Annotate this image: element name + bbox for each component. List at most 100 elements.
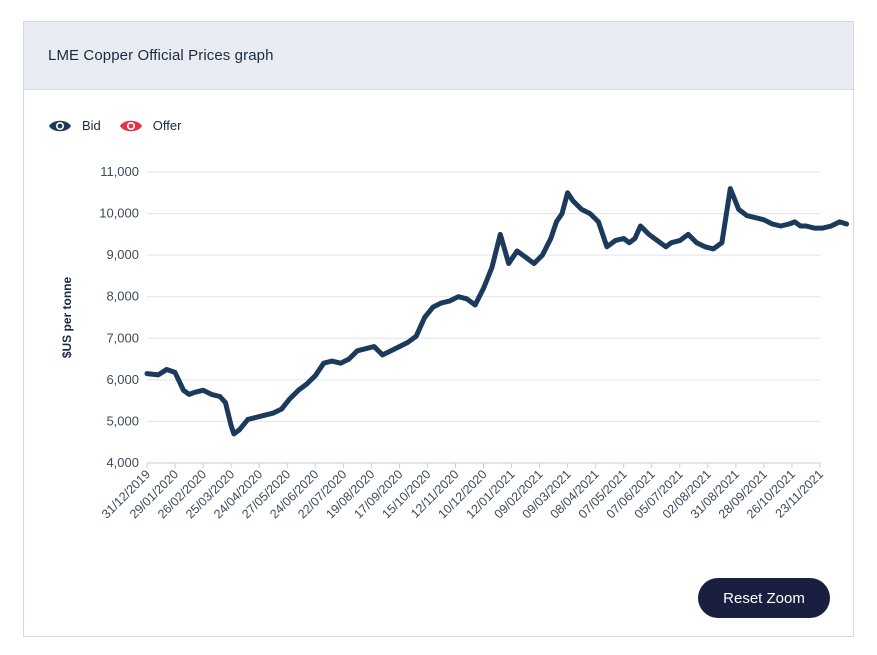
data-point (571, 198, 576, 204)
data-point (613, 238, 618, 243)
data-point (371, 344, 377, 349)
chart-card: LME Copper Official Prices graph Bid Off… (23, 21, 854, 637)
data-point (405, 340, 410, 345)
data-point (304, 381, 310, 387)
data-point (655, 238, 660, 243)
data-point (531, 261, 537, 266)
data-point (363, 346, 368, 351)
data-point (313, 373, 318, 378)
data-point (329, 358, 335, 364)
reset-zoom-button[interactable]: Reset Zoom (698, 578, 830, 618)
y-tick-label: 10,000 (99, 206, 139, 221)
data-point (472, 302, 478, 308)
data-point (548, 236, 553, 241)
data-point (447, 298, 453, 304)
y-axis-label: $US per tonne (60, 277, 74, 359)
data-point (464, 296, 469, 301)
data-point (439, 300, 444, 306)
data-point (829, 223, 834, 229)
legend: Bid Offer (48, 118, 199, 133)
data-point (156, 372, 161, 378)
data-point (596, 219, 601, 225)
data-point (844, 221, 849, 227)
data-point (565, 190, 570, 195)
data-point (523, 255, 528, 260)
data-point (346, 356, 352, 362)
data-point (456, 294, 461, 299)
data-point (554, 219, 559, 225)
data-point (604, 244, 610, 250)
data-point (270, 410, 276, 416)
legend-item-offer[interactable]: Offer (119, 118, 182, 133)
data-point (217, 394, 223, 399)
data-point (669, 240, 674, 245)
legend-item-bid[interactable]: Bid (48, 118, 101, 133)
data-point (761, 217, 767, 223)
data-point (338, 361, 343, 366)
data-point (321, 361, 326, 366)
data-point (223, 400, 228, 405)
data-point (481, 286, 486, 291)
data-point (677, 238, 682, 243)
data-point (144, 371, 150, 376)
data-point (164, 367, 169, 372)
data-point (279, 406, 284, 412)
y-tick-label: 5,000 (106, 413, 139, 428)
legend-label-bid: Bid (82, 118, 101, 133)
data-point (770, 221, 775, 227)
data-point (245, 417, 251, 422)
data-point (231, 431, 237, 437)
data-point (388, 348, 394, 353)
data-point (287, 396, 293, 401)
data-point (506, 261, 511, 266)
eye-icon (119, 120, 142, 131)
data-point (228, 423, 234, 428)
data-point (803, 223, 809, 229)
data-point (719, 240, 725, 245)
legend-label-offer: Offer (152, 118, 182, 133)
data-point (262, 412, 267, 418)
data-point (837, 219, 842, 225)
data-point (736, 207, 741, 212)
data-point (430, 304, 436, 310)
data-point (355, 348, 360, 353)
data-point (414, 334, 419, 339)
y-tick-label: 7,000 (106, 330, 139, 345)
data-point (380, 352, 385, 358)
data-point (686, 232, 691, 237)
y-tick-label: 11,000 (100, 164, 139, 179)
data-point (702, 244, 708, 250)
data-point (192, 390, 197, 395)
data-point (812, 225, 817, 231)
data-point (711, 246, 716, 252)
data-point (786, 221, 792, 227)
data-point (209, 392, 214, 397)
data-point (514, 248, 520, 254)
data-point (489, 265, 495, 270)
data-point (172, 370, 178, 375)
data-point (200, 388, 206, 393)
data-point (559, 211, 565, 216)
series-line-bid (144, 186, 850, 437)
data-point (296, 388, 301, 393)
data-point (694, 240, 699, 245)
data-point (181, 388, 186, 393)
card-header: LME Copper Official Prices graph (24, 22, 853, 90)
data-point (587, 211, 593, 216)
card-title: LME Copper Official Prices graph (48, 47, 274, 64)
data-point (627, 240, 632, 245)
data-point (254, 415, 259, 420)
y-tick-label: 9,000 (106, 247, 139, 262)
data-point (638, 223, 643, 229)
data-point (792, 219, 797, 225)
data-point (663, 244, 668, 250)
price-chart[interactable]: 4,000 5,000 6,000 7,000 8,000 9,000 10,000 11,0… (24, 22, 853, 636)
y-tick-label: 8,000 (106, 289, 139, 304)
data-point (744, 213, 750, 218)
data-point (397, 344, 402, 349)
data-point (186, 392, 192, 397)
data-point (579, 207, 584, 212)
eye-icon (49, 120, 71, 131)
data-point (778, 223, 783, 229)
data-point (498, 232, 503, 237)
